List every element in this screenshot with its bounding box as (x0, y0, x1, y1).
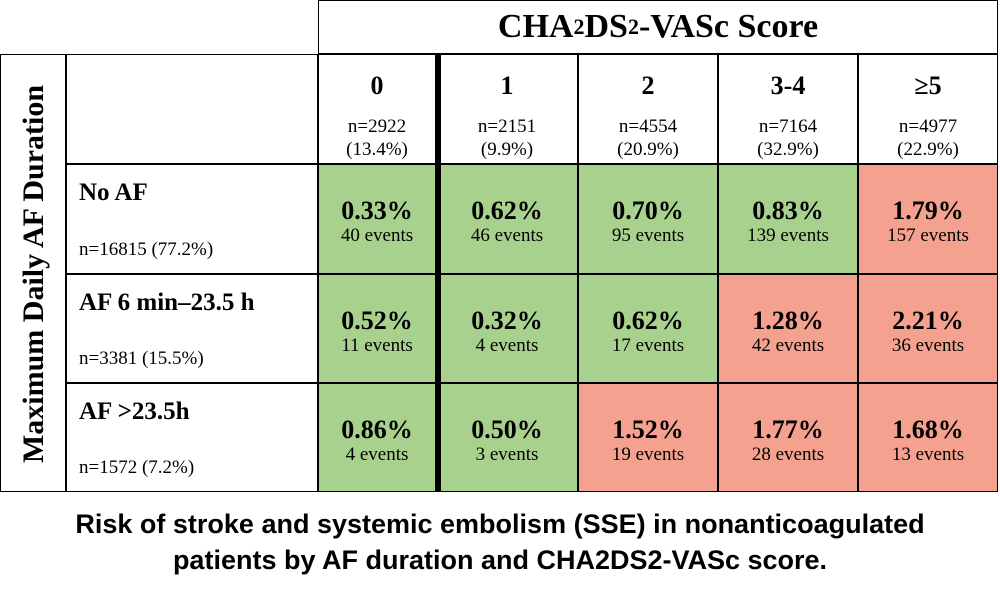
cell-events: 36 events (891, 334, 965, 356)
cell-rate: 0.62% (471, 196, 543, 225)
corner-cell (66, 54, 318, 164)
heatmap-cell: 2.21% 36 events (858, 274, 998, 383)
cell-events: 4 events (345, 443, 409, 465)
heatmap-cell: 0.70% 95 events (578, 164, 718, 274)
cell-events: 11 events (341, 334, 413, 356)
column-count: n=4554 (618, 116, 678, 137)
heatmap-cell: 0.32% 4 events (436, 274, 578, 383)
column-label: 0 (370, 71, 384, 100)
cell-events: 13 events (891, 443, 965, 465)
column-label: ≥5 (914, 71, 942, 100)
column-header-1: 1 n=2151 (9.9%) (436, 54, 578, 164)
column-count: n=2151 (477, 116, 537, 137)
cell-events: 28 events (751, 443, 825, 465)
cell-rate: 0.70% (612, 196, 684, 225)
cell-rate: 1.79% (892, 196, 964, 225)
cell-events: 40 events (340, 225, 414, 246)
heatmap-cell: 1.28% 42 events (718, 274, 858, 383)
row-count: n=3381 (15.5%) (79, 348, 204, 369)
column-count: n=2922 (347, 116, 407, 137)
row-count: n=1572 (7.2%) (79, 457, 195, 478)
cell-rate: 1.68% (892, 414, 964, 444)
score-zero-divider (436, 54, 441, 492)
row-label: No AF (79, 179, 148, 206)
column-label: 1 (500, 71, 514, 100)
cell-events: 42 events (751, 334, 825, 356)
column-percent: (20.9%) (617, 139, 679, 160)
cell-events: 46 events (470, 225, 544, 246)
heatmap-cell: 0.33% 40 events (318, 164, 436, 274)
row-header-2: AF >23.5h n=1572 (7.2%) (66, 383, 318, 492)
heatmap-cell: 0.50% 3 events (436, 383, 578, 492)
row-axis-title-box: Maximum Daily AF Duration (0, 54, 66, 492)
column-count: n=7164 (758, 116, 818, 137)
cell-rate: 0.50% (471, 414, 543, 444)
heatmap-cell: 0.62% 17 events (578, 274, 718, 383)
column-label: 2 (641, 71, 655, 100)
row-header-0: No AF n=16815 (77.2%) (66, 164, 318, 274)
column-percent: (22.9%) (897, 139, 959, 160)
column-header-4: ≥5 n=4977 (22.9%) (858, 54, 998, 164)
heatmap-cell: 1.52% 19 events (578, 383, 718, 492)
caption-line-1: Risk of stroke and systemic embolism (SS… (75, 509, 925, 539)
cell-events: 4 events (475, 334, 539, 356)
column-axis-title: CHA 2 DS 2 -VASc Score (318, 0, 998, 54)
column-percent: (9.9%) (480, 139, 534, 160)
cell-events: 19 events (611, 443, 685, 465)
column-header-0: 0 n=2922 (13.4%) (318, 54, 436, 164)
cell-events: 157 events (887, 225, 969, 246)
heatmap-cell: 0.83% 139 events (718, 164, 858, 274)
row-axis-title: Maximum Daily AF Duration (17, 84, 50, 464)
column-header-3: 3-4 n=7164 (32.9%) (718, 54, 858, 164)
heatmap-cell: 1.68% 13 events (858, 383, 998, 492)
caption-line-2: patients by AF duration and CHA2DS2-VASc… (172, 545, 828, 575)
cell-events: 95 events (611, 225, 685, 246)
heatmap-cell: 1.77% 28 events (718, 383, 858, 492)
row-header-1: AF 6 min–23.5 h n=3381 (15.5%) (66, 274, 318, 383)
cell-rate: 0.62% (612, 305, 684, 335)
cell-rate: 0.52% (341, 305, 413, 335)
cell-rate: 1.77% (752, 414, 824, 444)
cell-rate: 0.86% (341, 414, 413, 444)
row-label: AF 6 min–23.5 h (79, 289, 255, 316)
heatmap-cell: 1.79% 157 events (858, 164, 998, 274)
heatmap-cell: 0.62% 46 events (436, 164, 578, 274)
cell-events: 139 events (747, 225, 829, 246)
row-label: AF >23.5h (79, 398, 190, 425)
cell-rate: 2.21% (892, 305, 964, 335)
column-header-2: 2 n=4554 (20.9%) (578, 54, 718, 164)
column-label: 3-4 (770, 71, 806, 100)
column-percent: (32.9%) (757, 139, 819, 160)
heatmap-cell: 0.52% 11 events (318, 274, 436, 383)
column-count: n=4977 (898, 116, 958, 137)
row-count: n=16815 (77.2%) (79, 239, 214, 260)
cell-rate: 1.52% (612, 414, 684, 444)
cell-rate: 0.32% (471, 305, 543, 335)
cell-rate: 0.33% (341, 196, 413, 225)
cell-rate: 1.28% (752, 305, 824, 335)
heatmap-cell: 0.86% 4 events (318, 383, 436, 492)
figure-caption: Risk of stroke and systemic embolism (SS… (0, 506, 1000, 578)
cell-events: 17 events (611, 334, 685, 356)
cell-rate: 0.83% (752, 196, 824, 225)
column-percent: (13.4%) (346, 139, 408, 160)
cell-events: 3 events (475, 443, 539, 465)
